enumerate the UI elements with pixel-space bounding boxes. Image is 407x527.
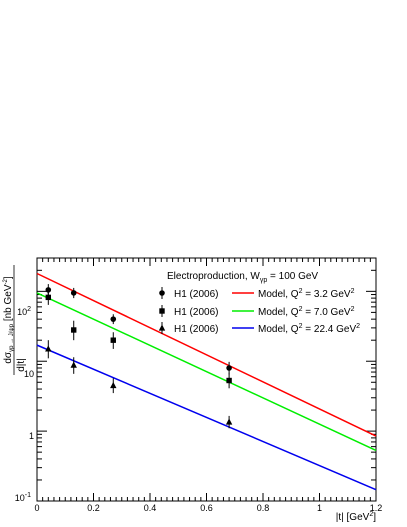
x-tick-label: 1 bbox=[317, 503, 322, 513]
axis-ticks bbox=[36, 257, 377, 502]
data-point-circle bbox=[159, 290, 165, 296]
legend-marker-triangle bbox=[158, 322, 166, 334]
model-line bbox=[36, 272, 377, 437]
legend-model-label: Model, Q2 = 3.2 GeV2 bbox=[258, 288, 355, 300]
data-point-square bbox=[226, 377, 232, 384]
legend-data-label: H1 (2006) bbox=[174, 289, 218, 300]
series-square bbox=[36, 290, 377, 452]
y-tick-label-0.1: 10-1 bbox=[15, 492, 31, 503]
legend-data-label: H1 (2006) bbox=[174, 307, 218, 318]
y-axis-title-denominator: d|t| bbox=[16, 358, 27, 372]
x-tick-label: 0 bbox=[34, 503, 39, 513]
y-tick-label-1: 1 bbox=[29, 431, 34, 441]
data-point-triangle bbox=[158, 324, 166, 331]
model-line bbox=[36, 292, 377, 452]
legend-model-label: Model, Q2 = 22.4 GeV2 bbox=[258, 323, 360, 335]
y-tick-label-10: 10 bbox=[24, 369, 34, 379]
x-axis-title: |t| [GeV2] bbox=[336, 511, 376, 523]
data-point-circle bbox=[110, 316, 117, 322]
y-axis-title: dσγp → J/ψp [nb GeV-2] d|t| bbox=[3, 265, 27, 375]
legend-header: Electroproduction, Wγp = 100 GeV bbox=[167, 271, 318, 284]
data-point-square bbox=[159, 308, 165, 314]
x-tick-label: 0.2 bbox=[87, 503, 100, 513]
legend-model-label: Model, Q2 = 7.0 GeV2 bbox=[258, 306, 355, 318]
legend-marker-circle bbox=[159, 287, 165, 299]
legend-marker-square bbox=[159, 305, 165, 317]
y-tick-label-100: 102 bbox=[17, 306, 31, 317]
legend-entry: H1 (2006) Model, Q2 = 22.4 GeV2 bbox=[158, 322, 360, 335]
data-point-square bbox=[110, 337, 116, 343]
data-point-triangle bbox=[110, 381, 117, 389]
data-point-triangle bbox=[225, 418, 233, 425]
legend-entry: H1 (2006) Model, Q2 = 3.2 GeV2 bbox=[159, 287, 355, 300]
model-line bbox=[36, 344, 377, 491]
x-tick-labels: 0 0.2 0.4 0.6 0.8 1 1.2 bbox=[34, 503, 382, 513]
legend: Electroproduction, Wγp = 100 GeV H1 (200… bbox=[158, 271, 360, 335]
y-tick-labels: 10-1 1 10 102 bbox=[15, 306, 34, 503]
data-point-circle bbox=[226, 365, 232, 371]
x-tick-label: 0.4 bbox=[144, 503, 157, 513]
x-tick-label: 0.6 bbox=[200, 503, 213, 513]
x-tick-label: 0.8 bbox=[257, 503, 270, 513]
data-point-square bbox=[71, 327, 77, 333]
legend-entry: H1 (2006) Model, Q2 = 7.0 GeV2 bbox=[159, 305, 355, 318]
series-triangle bbox=[36, 340, 377, 491]
data-point-triangle bbox=[45, 345, 52, 352]
data-point-triangle bbox=[70, 361, 77, 368]
legend-data-label: H1 (2006) bbox=[174, 324, 218, 335]
series-layer bbox=[36, 272, 377, 491]
data-point-square bbox=[45, 294, 51, 301]
data-point-circle bbox=[70, 290, 77, 296]
series-circle bbox=[36, 272, 377, 437]
x-tick-label: 1.2 bbox=[370, 503, 383, 513]
data-point-circle bbox=[45, 287, 52, 293]
y-axis-title-numerator: dσγp → J/ψp [nb GeV-2] bbox=[3, 276, 15, 364]
